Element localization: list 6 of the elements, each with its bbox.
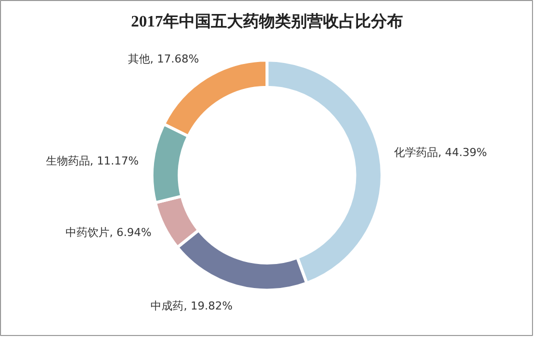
slice-label: 中成药, 19.82% [150, 299, 233, 312]
slice-label: 其他, 17.68% [128, 52, 199, 66]
slice-label: 中药饮片, 6.94% [65, 226, 152, 239]
slice-label: 生物药品, 11.17% [46, 154, 139, 168]
slice-label: 化学药品, 44.39% [394, 146, 487, 160]
chart-title: 2017年中国五大药物类别营收占比分布 [131, 12, 403, 30]
